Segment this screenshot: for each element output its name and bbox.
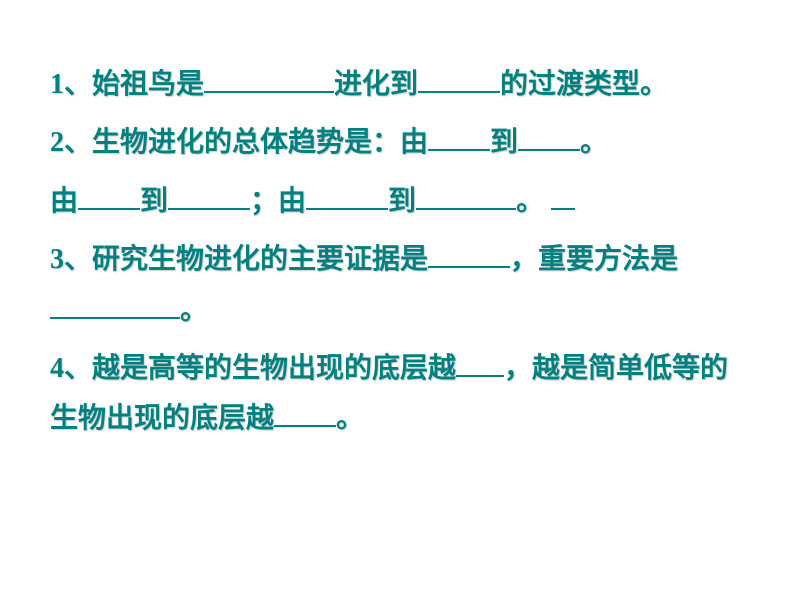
document-content: 1、始祖鸟是进化到的过渡类型。 2、生物进化的总体趋势是：由到。 由到；由到。 …	[50, 60, 744, 445]
q1-text-3: 的过渡类型。	[500, 69, 668, 100]
question-4: 4、越是高等的生物出现的底层越，越是简单低等的生物出现的底层越。	[50, 344, 744, 445]
blank-fill	[416, 182, 516, 210]
question-2-line2: 由 到 ；由 到 。	[50, 177, 744, 227]
q4-number: 4	[50, 353, 64, 384]
blank-fill	[168, 182, 250, 210]
q2-text-2: 到	[490, 127, 518, 158]
q4-text-1: 、越是高等的生物出现的底层越	[64, 353, 456, 384]
blank-fill	[78, 182, 140, 210]
blank-fill	[456, 349, 504, 377]
blank-fill	[551, 182, 575, 210]
q2-text-3: 。	[580, 127, 608, 158]
question-3: 3、研究生物进化的主要证据是 ，重要方法是。	[50, 235, 744, 336]
q3-text-1: 、研究生物进化的主要证据是	[64, 244, 428, 275]
blank-fill	[428, 123, 490, 151]
blank-fill	[204, 65, 334, 93]
q3-number: 3	[50, 244, 64, 275]
q2-text-8: 。	[516, 186, 551, 217]
blank-fill	[306, 182, 388, 210]
q2-text-4: 由	[50, 186, 78, 217]
blank-fill	[418, 65, 500, 93]
q1-text-1: 、始祖鸟是	[64, 69, 204, 100]
blank-fill	[274, 399, 336, 427]
blank-fill	[428, 240, 510, 268]
q1-text-2: 进化到	[334, 69, 418, 100]
q2-number: 2	[50, 127, 64, 158]
q3-text-2: ，重要方法是	[510, 244, 678, 275]
q1-number: 1	[50, 69, 64, 100]
q2-text-7: 到	[388, 186, 416, 217]
question-1: 1、始祖鸟是 进化到 的过渡类型。	[50, 60, 744, 110]
blank-fill	[518, 123, 580, 151]
question-2: 2、生物进化的总体趋势是：由 到 。	[50, 118, 744, 168]
q2-text-1: 、生物进化的总体趋势是：由	[64, 127, 428, 158]
blank-fill	[50, 291, 180, 319]
q2-text-5: 到	[140, 186, 168, 217]
q2-text-6: ；由	[250, 186, 306, 217]
q3-text-3: 。	[180, 295, 208, 326]
q4-text-3: 。	[336, 403, 364, 434]
